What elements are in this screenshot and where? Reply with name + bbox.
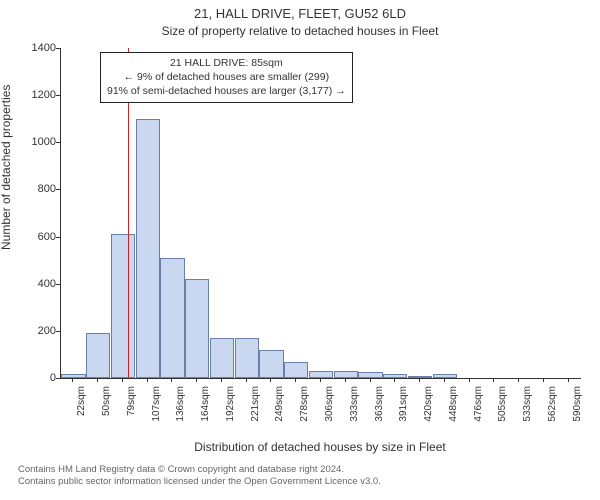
histogram-bar — [136, 119, 160, 378]
y-tick-mark — [56, 48, 60, 49]
x-tick-label: 562sqm — [547, 386, 558, 436]
x-tick-label: 249sqm — [274, 386, 285, 436]
x-tick-mark — [270, 378, 271, 382]
x-tick-mark — [444, 378, 445, 382]
x-tick-label: 278sqm — [299, 386, 310, 436]
x-tick-mark — [469, 378, 470, 382]
x-tick-label: 22sqm — [76, 386, 87, 436]
x-tick-label: 420sqm — [423, 386, 434, 436]
y-tick-mark — [56, 189, 60, 190]
y-tick-label: 600 — [16, 231, 56, 243]
histogram-bar — [284, 362, 308, 379]
x-tick-mark — [72, 378, 73, 382]
callout-line2: ← 9% of detached houses are smaller (299… — [107, 70, 346, 84]
y-tick-label: 400 — [16, 278, 56, 290]
y-tick-mark — [56, 378, 60, 379]
y-tick-label: 800 — [16, 183, 56, 195]
histogram-bar — [334, 371, 358, 378]
y-tick-label: 1000 — [16, 136, 56, 148]
x-tick-label: 448sqm — [448, 386, 459, 436]
x-tick-label: 590sqm — [572, 386, 583, 436]
callout-line3: 91% of semi-detached houses are larger (… — [107, 84, 346, 98]
y-tick-label: 1200 — [16, 89, 56, 101]
histogram-bar — [309, 371, 333, 378]
histogram-bar — [235, 338, 259, 378]
y-tick-mark — [56, 331, 60, 332]
x-tick-mark — [295, 378, 296, 382]
x-tick-mark — [518, 378, 519, 382]
histogram-bar — [160, 258, 184, 378]
x-tick-mark — [419, 378, 420, 382]
callout-box: 21 HALL DRIVE: 85sqm ← 9% of detached ho… — [100, 52, 353, 103]
x-tick-mark — [147, 378, 148, 382]
x-tick-label: 164sqm — [200, 386, 211, 436]
footer-line2: Contains public sector information licen… — [18, 476, 381, 488]
x-tick-mark — [246, 378, 247, 382]
y-tick-mark — [56, 95, 60, 96]
x-tick-mark — [568, 378, 569, 382]
chart-title: 21, HALL DRIVE, FLEET, GU52 6LD — [0, 6, 600, 21]
x-tick-label: 391sqm — [398, 386, 409, 436]
histogram-bar — [210, 338, 234, 378]
x-tick-label: 136sqm — [175, 386, 186, 436]
x-tick-label: 221sqm — [250, 386, 261, 436]
x-tick-label: 476sqm — [473, 386, 484, 436]
x-tick-label: 107sqm — [151, 386, 162, 436]
x-tick-mark — [221, 378, 222, 382]
x-tick-mark — [196, 378, 197, 382]
chart-container: 21, HALL DRIVE, FLEET, GU52 6LD Size of … — [0, 0, 600, 500]
x-tick-mark — [171, 378, 172, 382]
x-tick-mark — [394, 378, 395, 382]
y-tick-mark — [56, 284, 60, 285]
x-tick-label: 505sqm — [497, 386, 508, 436]
histogram-bar — [433, 374, 457, 378]
x-tick-label: 333sqm — [349, 386, 360, 436]
x-tick-mark — [122, 378, 123, 382]
footer: Contains HM Land Registry data © Crown c… — [18, 464, 381, 489]
x-tick-label: 79sqm — [126, 386, 137, 436]
y-tick-label: 200 — [16, 325, 56, 337]
x-axis-label: Distribution of detached houses by size … — [60, 440, 580, 454]
x-tick-label: 533sqm — [522, 386, 533, 436]
x-tick-mark — [370, 378, 371, 382]
chart-subtitle: Size of property relative to detached ho… — [0, 24, 600, 38]
x-tick-label: 192sqm — [225, 386, 236, 436]
histogram-bar — [185, 279, 209, 378]
histogram-bar — [111, 234, 135, 378]
x-tick-label: 50sqm — [101, 386, 112, 436]
histogram-bar — [86, 333, 110, 378]
y-tick-mark — [56, 237, 60, 238]
x-tick-mark — [345, 378, 346, 382]
x-tick-label: 306sqm — [324, 386, 335, 436]
histogram-bar — [259, 350, 283, 378]
y-tick-mark — [56, 142, 60, 143]
callout-line1: 21 HALL DRIVE: 85sqm — [107, 56, 346, 70]
footer-line1: Contains HM Land Registry data © Crown c… — [18, 464, 381, 476]
y-tick-label: 1400 — [16, 42, 56, 54]
x-tick-label: 363sqm — [374, 386, 385, 436]
y-axis-label: Number of detached properties — [0, 85, 13, 250]
x-tick-mark — [320, 378, 321, 382]
y-tick-label: 0 — [16, 372, 56, 384]
x-tick-mark — [543, 378, 544, 382]
x-tick-mark — [97, 378, 98, 382]
x-tick-mark — [493, 378, 494, 382]
